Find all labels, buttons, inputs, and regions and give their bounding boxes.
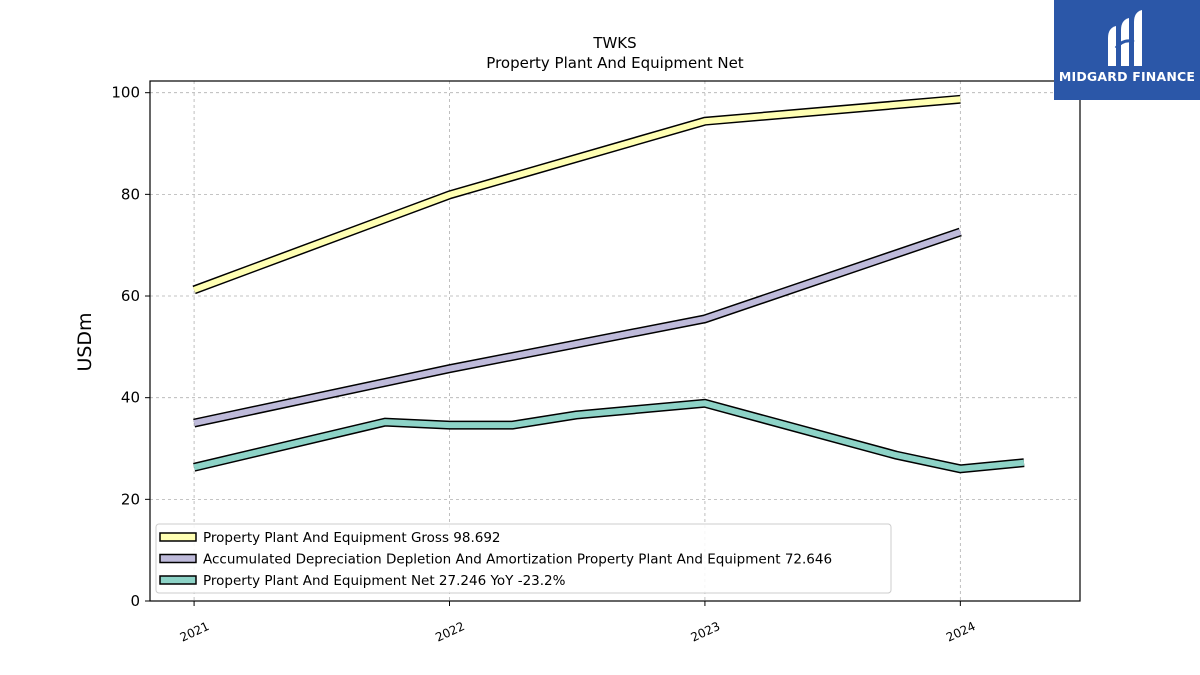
legend-swatch — [159, 575, 197, 585]
brand-logo: MIDGARD FINANCE — [1054, 0, 1200, 100]
y-tick-label: 100 — [111, 84, 140, 102]
y-axis-label: USDm — [74, 312, 96, 371]
y-axis: 0 20 40 60 80 100 — [111, 84, 150, 610]
chart-title: TWKS — [592, 34, 636, 52]
series-line-1 — [192, 94, 961, 295]
logo-text: MIDGARD FINANCE — [1058, 69, 1196, 84]
legend-label: Accumulated Depreciation Depletion And A… — [203, 552, 832, 568]
legend-label: Property Plant And Equipment Gross 98.69… — [203, 530, 501, 546]
legend-swatch — [159, 532, 197, 542]
series-line-3 — [193, 398, 1025, 474]
y-tick-label: 60 — [121, 287, 140, 305]
x-tick-label: 2023 — [689, 619, 723, 645]
grid — [150, 81, 1080, 602]
series-lines — [192, 94, 1025, 474]
x-tick-label: 2024 — [944, 619, 978, 645]
series-fill-stroke — [193, 229, 962, 427]
series-outline — [193, 227, 962, 428]
x-tick-label: 2021 — [178, 619, 212, 645]
y-tick-label: 0 — [130, 592, 140, 610]
series-fill-stroke — [193, 400, 1025, 472]
y-tick-label: 80 — [121, 185, 140, 203]
y-tick-label: 20 — [121, 490, 140, 508]
legend: Property Plant And Equipment Gross 98.69… — [155, 523, 892, 594]
plot-frame — [149, 80, 1081, 602]
legend-box — [155, 523, 892, 594]
series-line-2 — [193, 227, 962, 428]
x-tick-label: 2022 — [433, 619, 467, 645]
legend-swatch — [159, 553, 197, 564]
x-axis: 2021 2022 2023 2024 — [178, 601, 978, 645]
legend-label: Property Plant And Equipment Net 27.246 … — [203, 573, 566, 589]
chart-subtitle: Property Plant And Equipment Net — [486, 54, 743, 72]
y-tick-label: 40 — [121, 389, 140, 407]
series-fill-stroke — [193, 96, 961, 293]
logo-mark-icon — [1108, 10, 1142, 66]
